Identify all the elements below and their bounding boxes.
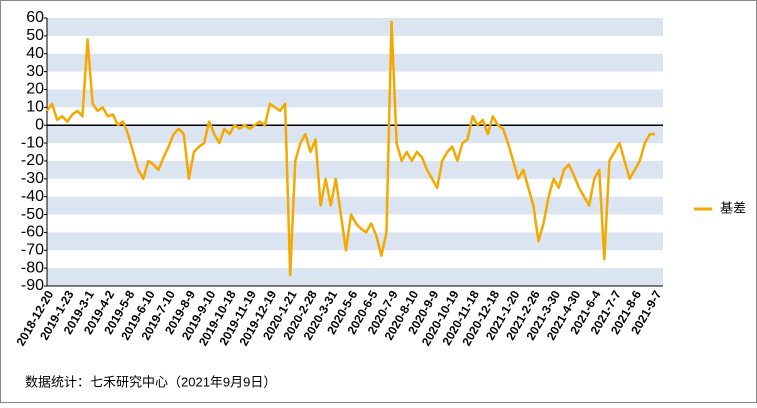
- grid-band: [47, 18, 663, 36]
- y-tick-label: 40: [26, 45, 44, 62]
- y-tick-label: -90: [21, 277, 44, 294]
- series-line: [45, 20, 655, 277]
- y-tick-label: -10: [21, 134, 44, 151]
- y-tick-label: 50: [26, 27, 44, 44]
- grid-band: [47, 232, 663, 251]
- y-tick-label: -70: [21, 241, 44, 258]
- grid-band: [47, 125, 663, 144]
- grid-band: [47, 160, 663, 179]
- y-tick-label: -60: [21, 224, 44, 241]
- grid-band: [47, 268, 663, 286]
- y-tick-label: -20: [21, 152, 44, 169]
- y-tick-label: 30: [26, 63, 44, 80]
- y-tick-label: 20: [26, 81, 44, 98]
- source-note: 数据统计：七禾研究中心（2021年9月9日）: [25, 374, 276, 389]
- grid-band: [47, 196, 663, 215]
- y-tick-label: -40: [21, 188, 44, 205]
- grid-band: [47, 53, 663, 72]
- legend-label: 基差: [720, 200, 746, 215]
- y-tick-label: 10: [26, 99, 44, 116]
- y-tick-label: -80: [21, 259, 44, 276]
- y-tick-label: -30: [21, 170, 44, 187]
- grid-band: [47, 89, 663, 108]
- y-tick-label: -50: [21, 206, 44, 223]
- y-tick-label: 60: [26, 9, 44, 26]
- y-tick-label: 0: [35, 116, 44, 133]
